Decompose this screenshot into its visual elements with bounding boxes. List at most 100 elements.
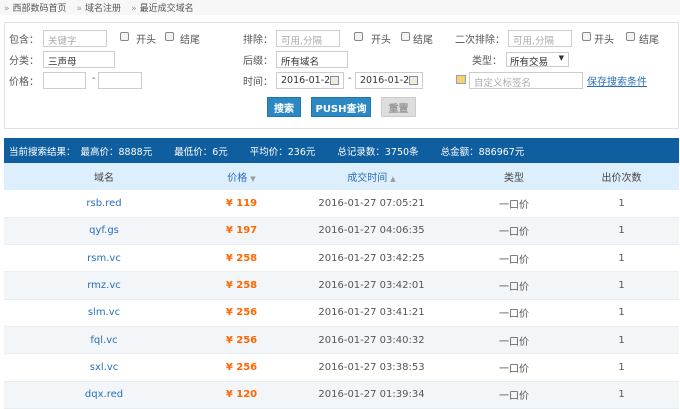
table-row: rmz.vc ¥ 258 2016-01-27 03:42:01 一口价 1 (4, 271, 679, 300)
price-max-input[interactable] (98, 72, 142, 89)
tag-icon (456, 75, 466, 84)
price-cell: ¥ 197 (204, 217, 279, 246)
include-start-label: 开头 (136, 35, 156, 46)
bid-count-cell: 1 (564, 190, 679, 218)
deal-time-cell: 2016-01-27 03:41:21 (279, 299, 464, 327)
domain-cell: rsm.vc (4, 244, 204, 273)
save-search-link[interactable]: 保存搜索条件 (587, 77, 647, 88)
type-select[interactable]: 所有交易 ▼ (506, 52, 569, 67)
table-row: rsm.vc ¥ 258 2016-01-27 03:42:25 一口价 1 (4, 244, 679, 273)
type-cell: 一口价 (464, 326, 564, 355)
reset-button[interactable]: 重置 (381, 97, 416, 117)
deal-time-cell: 2016-01-27 03:42:25 (279, 244, 464, 273)
domain-link[interactable]: rmz.vc (87, 280, 121, 292)
push-query-button[interactable]: PUSH查询 (311, 97, 371, 117)
summary-total: 总金额：886967元 (440, 146, 525, 158)
summary-avg: 平均价：236元 (249, 146, 316, 158)
domain-link[interactable]: dqx.red (84, 389, 124, 401)
exclude-start-checkbox[interactable] (354, 32, 363, 41)
price-cell: ¥ 256 (204, 326, 279, 355)
header-deal-time[interactable]: 成交时间 ▲ (279, 163, 464, 190)
exclude-start-label: 开头 (371, 35, 391, 46)
type-cell: 一口价 (464, 244, 564, 273)
deal-time-cell: 2016-01-27 03:42:01 (279, 271, 464, 300)
domain-cell: dqx.red (4, 381, 204, 409)
deal-time-cell: 2016-01-27 03:40:32 (279, 326, 464, 355)
domain-cell: fql.vc (4, 326, 204, 355)
domain-link[interactable]: rsm.vc (87, 252, 121, 264)
time-from-input[interactable]: 2016-01-21 (276, 72, 344, 89)
exclude-label: 排除： (243, 35, 273, 46)
domain-link[interactable]: fql.vc (90, 334, 118, 346)
price-cell: ¥ 120 (204, 381, 279, 409)
table-row: slm.vc ¥ 256 2016-01-27 03:41:21 一口价 1 (4, 299, 679, 327)
exclude-end-label: 结尾 (413, 35, 433, 46)
domain-link[interactable]: rsb.red (86, 197, 122, 209)
summary-prefix: 当前搜索结果： (9, 146, 76, 158)
search-button[interactable]: 搜索 (267, 97, 301, 117)
second-start-checkbox[interactable] (582, 32, 591, 41)
second-exclude-label: 二次排除： (455, 35, 505, 46)
price-cell: ¥ 256 (204, 299, 279, 327)
type-cell: 一口价 (464, 299, 564, 327)
header-domain: 域名 (4, 163, 204, 190)
search-summary: 当前搜索结果： 最高价：8888元 最低价：6元 平均价：236元 总记录数：3… (4, 138, 679, 163)
calendar-icon[interactable] (330, 76, 339, 85)
dropdown-arrow-icon: ▼ (558, 54, 564, 62)
results-table: 域名 价格 ▼ 成交时间 ▲ 类型 出价次数 rsb.red ¥ 119 2016-01… (4, 163, 679, 409)
domain-cell: slm.vc (4, 299, 204, 327)
bid-count-cell: 1 (564, 326, 679, 355)
bid-count-cell: 1 (564, 271, 679, 300)
second-end-checkbox[interactable] (626, 32, 635, 41)
sort-down-icon: ▼ (250, 175, 256, 183)
table-row: qyf.gs ¥ 197 2016-01-27 04:06:35 一口价 1 (4, 217, 679, 246)
exclude-input[interactable]: 可用,分隔 (276, 30, 340, 47)
price-label: 价格： (9, 77, 39, 88)
breadcrumb-recent-deals: » 最近成交域名 (131, 4, 194, 14)
time-label: 时间： (243, 77, 273, 88)
second-end-label: 结尾 (639, 35, 659, 46)
include-start-checkbox[interactable] (120, 32, 129, 41)
price-cell: ¥ 119 (204, 190, 279, 218)
type-cell: 一口价 (464, 271, 564, 300)
calendar-icon[interactable] (409, 76, 418, 85)
time-to-input[interactable]: 2016-01-27 (355, 72, 423, 89)
second-exclude-input[interactable]: 可用,分隔 (508, 30, 572, 47)
breadcrumb-domain-register[interactable]: » 域名注册 (76, 4, 122, 14)
breadcrumb-home[interactable]: » 西部数码首页 (4, 4, 67, 14)
tag-input[interactable]: 自定义标签名 (469, 72, 583, 89)
type-label: 类型： (472, 56, 502, 67)
deal-time-cell: 2016-01-27 01:39:34 (279, 381, 464, 409)
type-cell: 一口价 (464, 353, 564, 382)
bid-count-cell: 1 (564, 381, 679, 409)
domain-cell: qyf.gs (4, 217, 204, 246)
deal-time-cell: 2016-01-27 03:38:53 (279, 353, 464, 382)
include-input[interactable]: 关键字 (43, 30, 107, 47)
suffix-input[interactable]: 所有域名 (276, 51, 348, 68)
bid-count-cell: 1 (564, 244, 679, 273)
bid-count-cell: 1 (564, 353, 679, 382)
price-min-input[interactable] (43, 72, 86, 89)
include-end-checkbox[interactable] (165, 32, 174, 41)
time-dash: - (348, 73, 352, 84)
include-label: 包含： (9, 35, 39, 46)
domain-cell: sxl.vc (4, 353, 204, 382)
suffix-label: 后缀： (243, 56, 273, 67)
include-end-label: 结尾 (180, 35, 200, 46)
table-row: dqx.red ¥ 120 2016-01-27 01:39:34 一口价 1 (4, 381, 679, 409)
domain-link[interactable]: qyf.gs (89, 225, 119, 237)
exclude-end-checkbox[interactable] (401, 32, 410, 41)
bid-count-cell: 1 (564, 217, 679, 246)
domain-link[interactable]: sxl.vc (89, 361, 119, 373)
price-cell: ¥ 256 (204, 353, 279, 382)
header-price[interactable]: 价格 ▼ (204, 163, 279, 190)
category-label: 分类： (9, 56, 39, 67)
price-dash: - (92, 73, 96, 84)
price-cell: ¥ 258 (204, 244, 279, 273)
price-cell: ¥ 258 (204, 271, 279, 300)
domain-cell: rsb.red (4, 190, 204, 218)
category-input[interactable]: 三声母 (43, 51, 115, 68)
domain-link[interactable]: slm.vc (87, 307, 121, 319)
domain-cell: rmz.vc (4, 271, 204, 300)
deal-time-cell: 2016-01-27 07:05:21 (279, 190, 464, 218)
